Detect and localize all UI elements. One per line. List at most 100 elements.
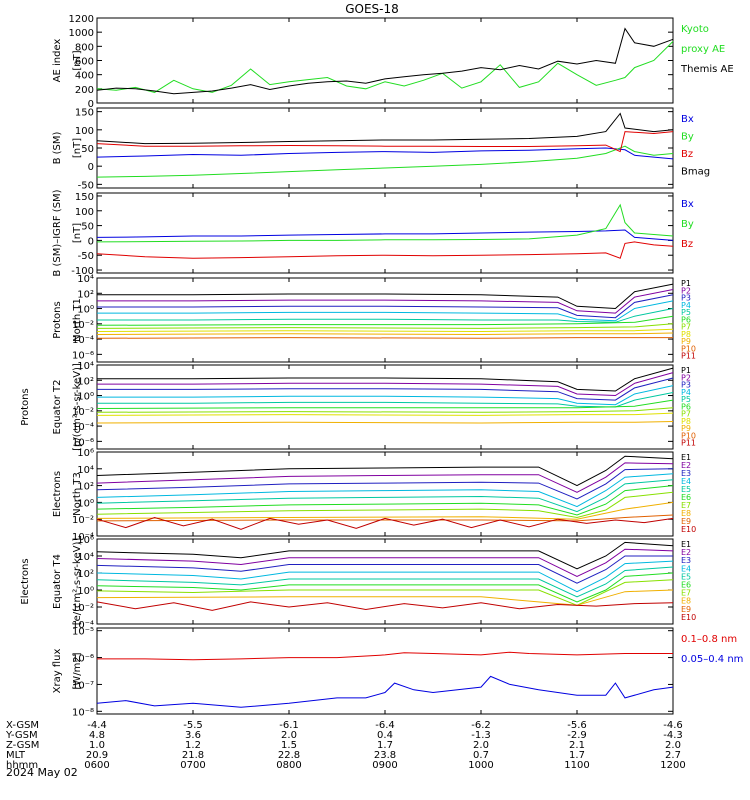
series-line-e2 [96, 548, 674, 577]
legend-label: P4 [681, 388, 691, 397]
series-line-e6 [96, 572, 674, 603]
ephemeris-value: 2.7 [665, 750, 681, 761]
legend-label: P1 [681, 279, 691, 288]
legend-label: E6 [681, 493, 691, 502]
legend-label: E3 [681, 556, 691, 565]
series-line-e8 [96, 589, 674, 606]
y-tick-label: 0 [88, 99, 94, 110]
y-tick-label: 10⁻² [72, 407, 94, 418]
y-tick-label: 10⁴ [77, 552, 94, 563]
y-tick-label: 100 [75, 207, 94, 218]
ephemeris-value: 20.9 [86, 750, 108, 761]
legend-label: E4 [681, 564, 691, 573]
legend-label: Bx [681, 199, 694, 210]
y-tick-label: 100 [75, 126, 94, 137]
y-tick-label: 10² [77, 569, 94, 580]
series-line-p6 [96, 315, 674, 326]
legend-label: Themis AE [680, 64, 734, 75]
legend-label: E5 [681, 485, 691, 494]
legend-label: E7 [681, 589, 691, 598]
series-line-e1 [96, 455, 674, 487]
ephemeris-value: 2.1 [569, 740, 585, 751]
panel-protons_e: 10⁴ 10² 10⁰ 10⁻² 10⁻⁴ 10⁻⁶ Protons Equator T2 [p… [20, 361, 696, 451]
ephemeris-value: -2.9 [567, 730, 587, 741]
y-tick-label: 10² [77, 289, 94, 300]
series-line-p6 [96, 399, 674, 409]
ephemeris-value: -4.4 [87, 720, 107, 731]
ephemeris-row-label: Y-GSM [5, 730, 38, 741]
y-tick-label: 10⁻² [72, 320, 94, 331]
legend-label: P5 [681, 395, 691, 404]
legend-label: E5 [681, 572, 691, 581]
ephemeris-value: 4.8 [89, 730, 105, 741]
legend-label: Bx [681, 114, 694, 125]
ephemeris-value: 23.8 [374, 750, 396, 761]
y-tick-label: 10⁰ [77, 305, 94, 316]
series-line-p1 [97, 283, 674, 310]
series-line-p5 [97, 392, 674, 408]
legend-label: P2 [681, 286, 691, 295]
y-tick-label: 10⁴ [77, 274, 94, 285]
ephemeris-value: 1100 [564, 760, 589, 771]
series-line-p4 [97, 385, 674, 406]
y-tick-label: 10⁰ [77, 498, 94, 509]
legend-label: E10 [681, 613, 696, 622]
series-line-0-05-0-4-nm [96, 675, 674, 708]
legend-label: E9 [681, 605, 691, 614]
legend-label: 0.05–0.4 nm [681, 654, 743, 665]
ephemeris-value: 1.5 [281, 740, 297, 751]
y-tick-label: 10² [77, 482, 94, 493]
legend-label: E9 [681, 517, 691, 526]
series-line-p9 [96, 332, 674, 336]
series-line-themis-ae [96, 27, 674, 95]
y-axis-label: [nT] [72, 50, 83, 70]
y-tick-label: 10⁻² [72, 603, 94, 614]
y-tick-label: -100 [71, 266, 94, 277]
legend-label: Bz [681, 239, 693, 250]
y-tick-label: 10⁻⁶ [72, 350, 94, 361]
series-line-bmag [96, 112, 674, 145]
legend-label: Bmag [681, 167, 710, 178]
y-tick-label: 10⁻⁸ [72, 707, 94, 718]
panel-frame [96, 627, 674, 715]
series-line-e8 [96, 501, 674, 520]
ephemeris-value: 1200 [660, 760, 685, 771]
y-tick-label: 600 [75, 57, 94, 68]
series-line-0-1-0-8-nm [97, 651, 673, 661]
ephemeris-value: -6.1 [279, 720, 299, 731]
y-axis-label: Xray flux [52, 649, 63, 694]
series-line-e3 [96, 468, 674, 500]
legend-label: P5 [681, 308, 691, 317]
ephemeris-value: 0900 [372, 760, 397, 771]
series-line-p7 [96, 323, 674, 329]
legend-label: P4 [681, 301, 691, 310]
y-axis-label: Equator T2 [52, 380, 63, 435]
y-tick-label: 10⁻² [72, 515, 94, 526]
y-axis-label: [W/m2] [72, 652, 83, 689]
legend-label: P8 [681, 330, 691, 339]
y-axis-label: North T3 [72, 472, 83, 516]
ephemeris-value: -4.6 [663, 720, 683, 731]
series-line-e9 [96, 514, 674, 522]
ephemeris-row-label: MLT [6, 750, 26, 761]
y-axis-label: Electrons [52, 471, 63, 517]
y-tick-label: 10⁶ [77, 535, 94, 546]
ephemeris-value: -6.2 [471, 720, 491, 731]
y-axis-label: [p/(cm²-s-sr-keV)] [72, 363, 83, 451]
legend-label: P2 [681, 373, 691, 382]
y-tick-label: 400 [75, 71, 94, 82]
legend-label: P8 [681, 417, 691, 426]
ephemeris-value: 0.4 [377, 730, 393, 741]
y-tick-label: 0 [88, 162, 94, 173]
series-line-kyoto-proxy-ae [96, 41, 674, 93]
series-line-p5 [97, 308, 674, 323]
y-tick-label: 10⁻⁶ [72, 437, 94, 448]
y-axis-label: Protons [52, 301, 63, 338]
legend-label: P3 [681, 381, 691, 390]
ephemeris-value: -5.6 [567, 720, 587, 731]
panel-bdiff: -100 -50 0 50 100 150 B (SM)–IGRF (SM) [nT] Bx By… [52, 189, 694, 277]
y-tick-label: 10⁻⁴ [72, 422, 94, 433]
y-tick-label: 50 [81, 144, 94, 155]
ephemeris-value: 2.0 [665, 740, 681, 751]
legend-label: P11 [681, 352, 696, 361]
